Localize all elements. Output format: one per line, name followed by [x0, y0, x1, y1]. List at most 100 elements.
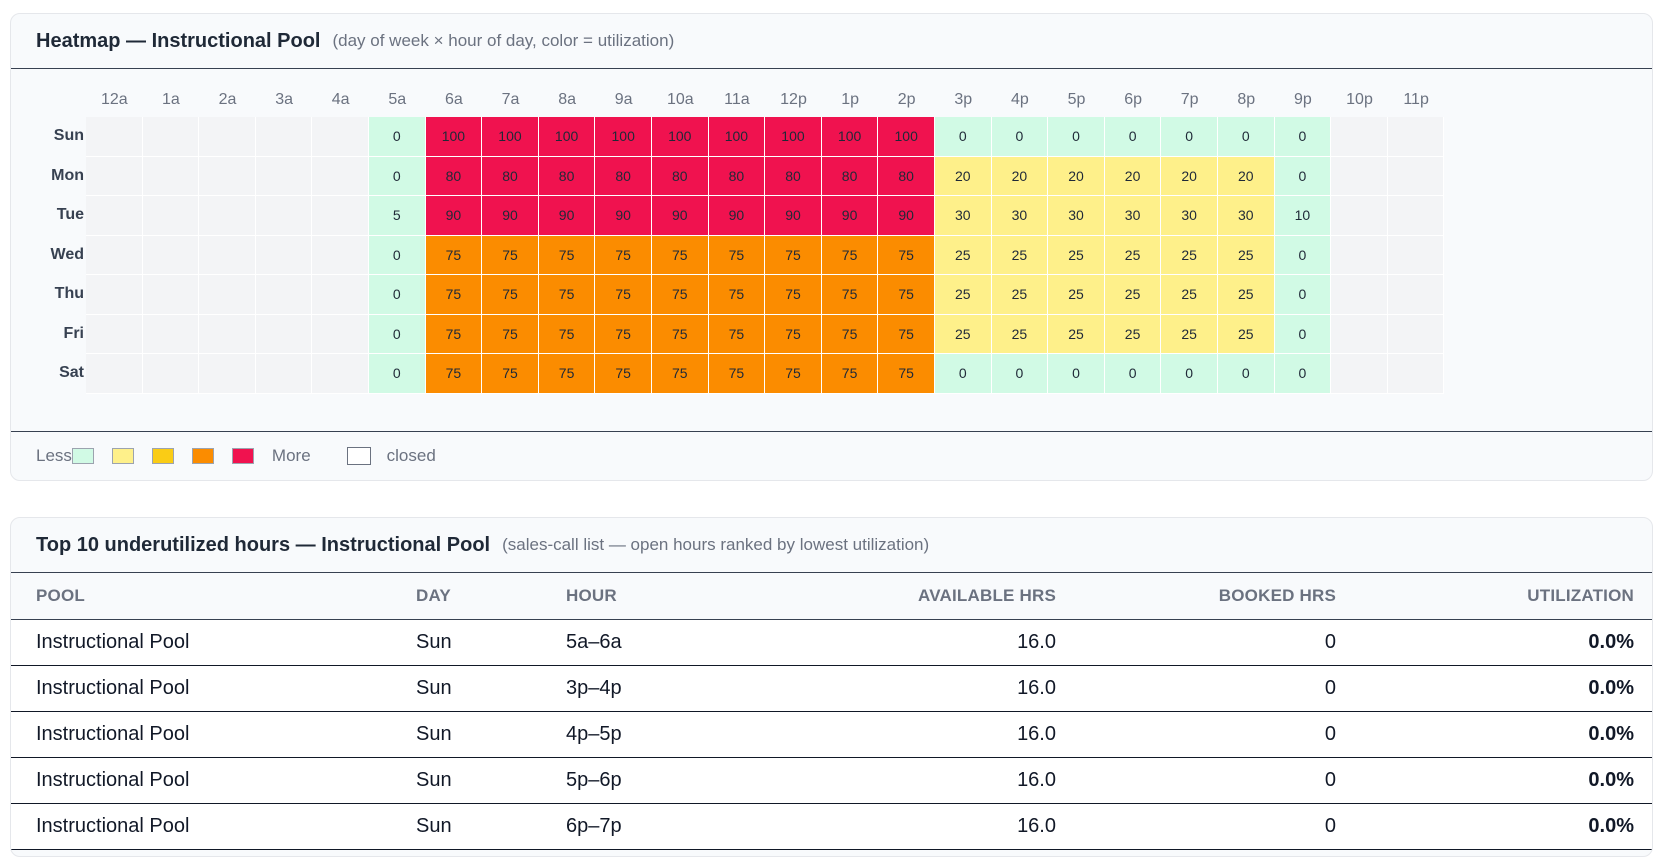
heatmap-cell[interactable]: 0 [1048, 354, 1105, 394]
heatmap-cell[interactable] [312, 354, 369, 394]
heatmap-cell[interactable]: 75 [425, 354, 483, 394]
heatmap-cell[interactable]: 75 [821, 354, 879, 394]
heatmap-cell[interactable]: 90 [538, 196, 596, 236]
heatmap-cell[interactable] [86, 117, 143, 157]
heatmap-cell[interactable] [199, 196, 256, 236]
heatmap-cell[interactable]: 0 [1274, 156, 1332, 196]
heatmap-cell[interactable] [312, 156, 369, 196]
heatmap-cell[interactable] [199, 156, 256, 196]
heatmap-cell[interactable]: 0 [1274, 117, 1332, 157]
heatmap-cell[interactable]: 75 [595, 314, 652, 354]
heatmap-cell[interactable]: 90 [595, 196, 652, 236]
heatmap-cell[interactable] [312, 275, 369, 315]
heatmap-cell[interactable] [142, 117, 200, 157]
heatmap-cell[interactable]: 100 [821, 117, 879, 157]
heatmap-cell[interactable]: 0 [369, 275, 426, 315]
heatmap-cell[interactable]: 100 [708, 117, 766, 157]
heatmap-cell[interactable]: 75 [482, 314, 539, 354]
heatmap-cell[interactable]: 25 [991, 314, 1049, 354]
heatmap-cell[interactable]: 80 [538, 156, 596, 196]
heatmap-cell[interactable]: 25 [991, 275, 1049, 315]
heatmap-cell[interactable] [255, 314, 313, 354]
heatmap-cell[interactable]: 100 [765, 117, 822, 157]
heatmap-cell[interactable] [1331, 117, 1388, 157]
heatmap-cell[interactable] [199, 354, 256, 394]
col-pool[interactable]: POOL [11, 573, 416, 620]
heatmap-cell[interactable]: 80 [595, 156, 652, 196]
heatmap-cell[interactable] [1387, 156, 1445, 196]
heatmap-cell[interactable]: 75 [425, 235, 483, 275]
heatmap-cell[interactable] [199, 117, 256, 157]
heatmap-cell[interactable] [312, 196, 369, 236]
heatmap-cell[interactable]: 0 [1274, 275, 1332, 315]
heatmap-cell[interactable]: 30 [1161, 196, 1218, 236]
heatmap-cell[interactable]: 25 [1161, 235, 1218, 275]
heatmap-cell[interactable]: 20 [935, 156, 992, 196]
col-day[interactable]: DAY [416, 573, 566, 620]
heatmap-cell[interactable]: 100 [538, 117, 596, 157]
table-row[interactable]: Instructional Pool Sun 3p–4p 16.0 0 0.0% [11, 665, 1652, 712]
heatmap-cell[interactable] [312, 117, 369, 157]
heatmap-cell[interactable] [1331, 196, 1388, 236]
heatmap-cell[interactable]: 75 [765, 275, 822, 315]
heatmap-cell[interactable] [255, 354, 313, 394]
heatmap-cell[interactable]: 80 [821, 156, 879, 196]
heatmap-cell[interactable]: 20 [1104, 156, 1162, 196]
heatmap-cell[interactable]: 90 [482, 196, 539, 236]
heatmap-cell[interactable]: 0 [1161, 354, 1218, 394]
heatmap-cell[interactable]: 30 [991, 196, 1049, 236]
heatmap-cell[interactable]: 0 [369, 235, 426, 275]
heatmap-cell[interactable]: 80 [878, 156, 935, 196]
heatmap-cell[interactable]: 0 [369, 314, 426, 354]
heatmap-cell[interactable] [255, 235, 313, 275]
col-utilization[interactable]: UTILIZATION [1336, 573, 1652, 620]
heatmap-cell[interactable] [1387, 275, 1445, 315]
heatmap-cell[interactable]: 20 [1161, 156, 1218, 196]
heatmap-cell[interactable] [142, 156, 200, 196]
heatmap-cell[interactable]: 25 [1218, 275, 1275, 315]
col-booked-hrs[interactable]: BOOKED HRS [1056, 573, 1336, 620]
heatmap-cell[interactable] [1387, 196, 1445, 236]
heatmap-cell[interactable]: 25 [1048, 235, 1105, 275]
heatmap-cell[interactable]: 75 [652, 354, 709, 394]
heatmap-cell[interactable]: 25 [1161, 275, 1218, 315]
heatmap-cell[interactable]: 5 [369, 196, 426, 236]
heatmap-cell[interactable]: 75 [765, 235, 822, 275]
table-row[interactable]: Instructional Pool Sun 6p–7p 16.0 0 0.0% [11, 803, 1652, 850]
heatmap-cell[interactable]: 80 [652, 156, 709, 196]
heatmap-cell[interactable]: 25 [1104, 235, 1162, 275]
heatmap-cell[interactable]: 0 [1218, 354, 1275, 394]
heatmap-cell[interactable] [199, 275, 256, 315]
heatmap-cell[interactable]: 75 [652, 235, 709, 275]
heatmap-cell[interactable] [1387, 314, 1445, 354]
heatmap-cell[interactable]: 75 [425, 275, 483, 315]
heatmap-cell[interactable] [1387, 354, 1445, 394]
heatmap-cell[interactable]: 10 [1274, 196, 1332, 236]
heatmap-cell[interactable] [255, 117, 313, 157]
heatmap-cell[interactable]: 0 [1104, 117, 1162, 157]
heatmap-cell[interactable]: 75 [821, 314, 879, 354]
heatmap-cell[interactable]: 25 [1161, 314, 1218, 354]
heatmap-cell[interactable] [1387, 117, 1445, 157]
heatmap-cell[interactable]: 90 [821, 196, 879, 236]
table-row[interactable]: Instructional Pool Sun 5a–6a 16.0 0 0.0% [11, 619, 1652, 666]
heatmap-cell[interactable]: 30 [1104, 196, 1162, 236]
heatmap-cell[interactable]: 30 [1048, 196, 1105, 236]
heatmap-cell[interactable]: 75 [878, 314, 935, 354]
heatmap-cell[interactable]: 20 [1048, 156, 1105, 196]
heatmap-cell[interactable]: 0 [1274, 314, 1332, 354]
heatmap-cell[interactable] [1331, 156, 1388, 196]
heatmap-cell[interactable] [86, 354, 143, 394]
heatmap-cell[interactable] [142, 196, 200, 236]
heatmap-cell[interactable] [1331, 354, 1388, 394]
heatmap-cell[interactable]: 0 [1161, 117, 1218, 157]
heatmap-cell[interactable]: 90 [878, 196, 935, 236]
heatmap-cell[interactable]: 75 [821, 275, 879, 315]
heatmap-cell[interactable]: 0 [369, 354, 426, 394]
heatmap-cell[interactable]: 75 [708, 235, 766, 275]
heatmap-cell[interactable]: 25 [1218, 314, 1275, 354]
heatmap-cell[interactable] [255, 275, 313, 315]
heatmap-cell[interactable]: 80 [708, 156, 766, 196]
heatmap-cell[interactable]: 100 [482, 117, 539, 157]
heatmap-cell[interactable] [86, 275, 143, 315]
